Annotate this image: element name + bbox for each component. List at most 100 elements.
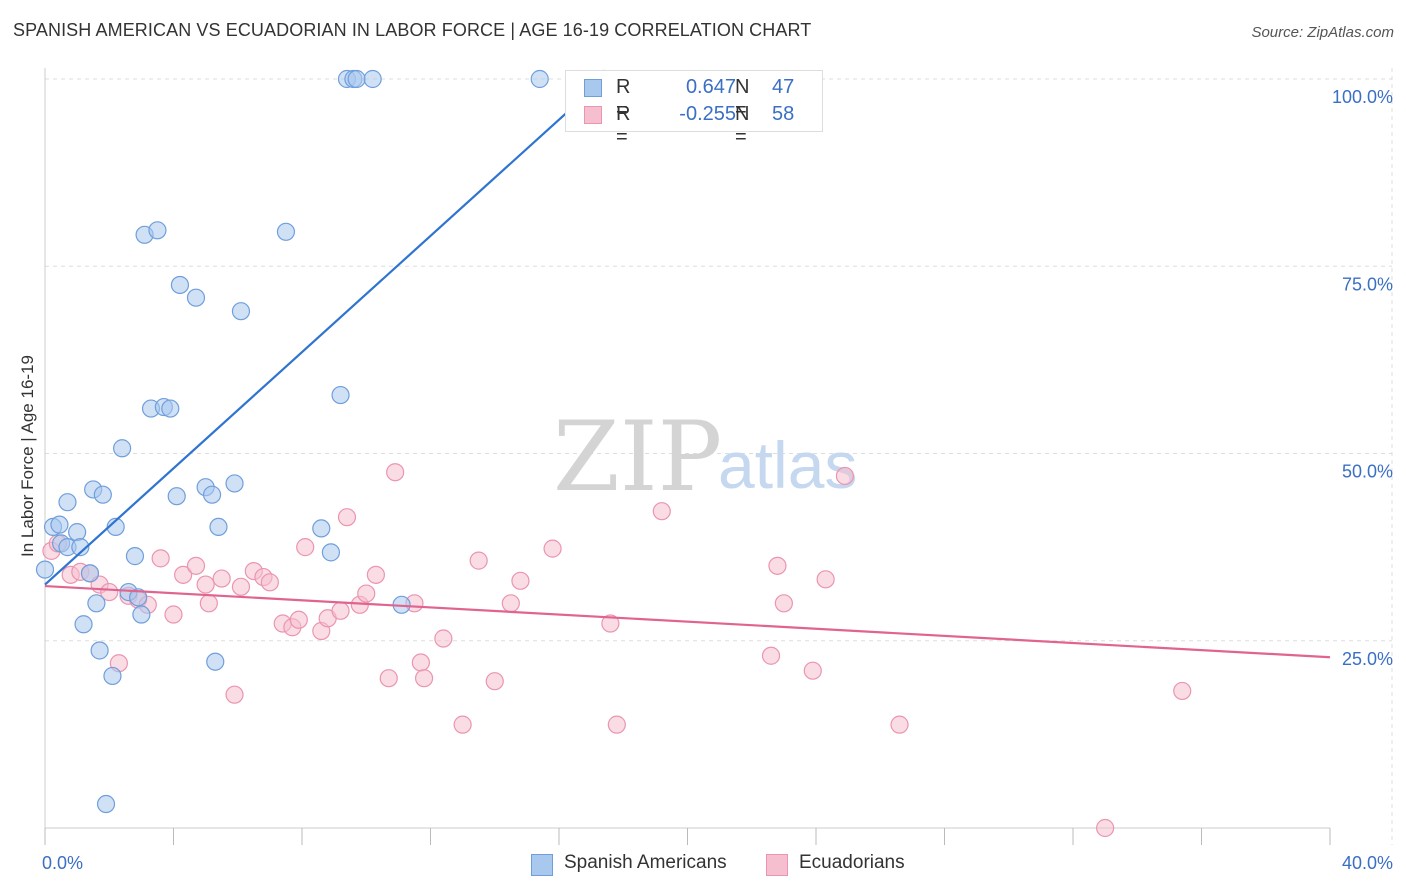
spanish-american-point (225, 474, 244, 493)
chart-title: SPANISH AMERICAN VS ECUADORIAN IN LABOR … (13, 20, 812, 40)
ecuadorian-point (607, 715, 626, 734)
r-label: R = (616, 76, 631, 121)
y-tick-label: 100.0% (1332, 87, 1393, 107)
r-label: R = (616, 103, 631, 148)
ecuadorian-point (296, 538, 315, 557)
n-value: 47 (772, 76, 795, 98)
ecuadorian-point (186, 556, 206, 575)
y-tick-label: 75.0% (1342, 274, 1393, 294)
ecuadorian-point (386, 463, 405, 482)
spanish-american-points (35, 69, 614, 814)
spanish-american-point (35, 560, 55, 579)
ecuadorian-trend-line (44, 584, 1331, 659)
ecuadorian-point (511, 571, 530, 590)
spanish-american-point (125, 547, 145, 566)
spanish-american-point (74, 615, 93, 634)
spanish-american-point (80, 564, 100, 583)
ecuadorian-point (260, 573, 279, 592)
spanish-american-point (50, 515, 69, 534)
x-tick-label: 40.0% (1342, 853, 1393, 873)
ecuadorian-point (453, 715, 472, 734)
spanish-american-point (58, 493, 77, 512)
y-axis-label: In Labor Force | Age 16-19 (18, 355, 37, 557)
r-value: 0.647 (685, 76, 736, 98)
spanish-american-point (148, 221, 167, 240)
spanish-american-point (112, 439, 132, 458)
ecuadorian-point (1173, 681, 1192, 701)
pink-swatch (766, 854, 788, 876)
correlation-legend: R = 0.647 N = 47 R = -0.255 N = 58 (565, 70, 823, 148)
spanish-american-point (363, 69, 382, 89)
ecuadorian-point (164, 605, 183, 624)
spanish-american-point (71, 538, 90, 557)
tick-labels: 25.0% 50.0% 75.0% 100.0% 0.0% 40.0% (42, 87, 1393, 873)
spanish-american-point (103, 666, 122, 686)
gridlines (45, 68, 1393, 845)
ecuadorian-point (1096, 818, 1115, 838)
ecuadorian-point (199, 594, 218, 613)
spanish-american-point (206, 652, 225, 671)
spanish-american-point (186, 288, 206, 307)
ecuadorian-point (231, 577, 251, 596)
spanish-american-point (132, 605, 151, 624)
ecuadorian-point (890, 715, 909, 734)
spanish-american-trend-line (44, 78, 605, 586)
watermark-zip: ZIP (553, 401, 722, 513)
ecuadorian-point (434, 629, 453, 648)
pink-swatch (584, 106, 602, 124)
axes (44, 68, 1331, 845)
spanish-american-point (347, 69, 366, 89)
spanish-american-point (276, 222, 296, 241)
legend-label: Spanish Americans (564, 852, 727, 873)
ecuadorian-point (411, 653, 430, 672)
blue-swatch (531, 854, 553, 876)
n-value: 58 (772, 103, 795, 125)
spanish-american-point (231, 302, 251, 321)
ecuadorian-point (379, 669, 398, 688)
blue-swatch (584, 79, 602, 97)
ecuadorian-point (337, 508, 357, 527)
ecuadorian-point (174, 565, 193, 584)
spanish-american-point (321, 543, 341, 562)
ecuadorian-point (225, 685, 244, 704)
ecuadorian-point (100, 582, 119, 602)
spanish-american-point (331, 385, 350, 405)
y-tick-label: 50.0% (1342, 462, 1393, 482)
trend-lines (44, 78, 1331, 659)
source-label: Source: ZipAtlas.com (1251, 24, 1394, 41)
ecuadorian-point (761, 646, 781, 665)
y-tick-label: 25.0% (1342, 649, 1393, 669)
spanish-american-point (161, 399, 180, 418)
spanish-american-point (202, 485, 222, 504)
ecuadorian-point (212, 569, 231, 588)
spanish-american-point (87, 594, 106, 613)
n-label: N = (735, 76, 750, 121)
spanish-american-point (96, 794, 116, 814)
ecuadorian-point (803, 661, 822, 680)
ecuadorian-point (414, 669, 434, 688)
spanish-american-point (170, 275, 190, 295)
ecuadorian-point (543, 539, 562, 558)
ecuadorian-point (366, 565, 385, 584)
spanish-american-point (312, 519, 331, 538)
ecuadorian-point (652, 502, 671, 521)
spanish-american-point (129, 588, 148, 607)
watermark-atlas: atlas (718, 428, 857, 502)
ecuadorian-point (816, 570, 835, 589)
spanish-american-point (530, 69, 549, 89)
ecuadorian-point (485, 672, 504, 691)
ecuadorian-point (768, 556, 787, 575)
ecuadorian-point (501, 594, 520, 613)
ecuadorian-point (289, 610, 308, 629)
ecuadorian-point (151, 549, 170, 568)
spanish-american-point (93, 485, 112, 504)
ecuadorian-point (469, 551, 488, 570)
spanish-american-point (167, 487, 186, 506)
x-tick-label: 0.0% (42, 853, 83, 873)
ecuadorian-point (357, 584, 376, 603)
ecuadorian-point (601, 614, 620, 633)
n-label: N = (735, 103, 750, 148)
ecuadorian-point (331, 601, 350, 620)
legend-label: Ecuadorians (799, 852, 905, 873)
